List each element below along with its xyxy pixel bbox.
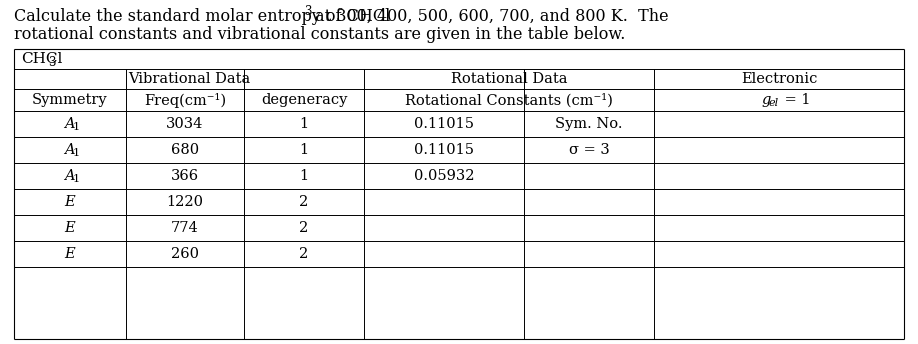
Text: Calculate the standard molar entropy of CHCl: Calculate the standard molar entropy of … [14, 8, 390, 25]
Text: Sym. No.: Sym. No. [555, 117, 622, 131]
Text: E: E [64, 221, 75, 235]
Text: 260: 260 [171, 247, 199, 261]
Text: 1220: 1220 [166, 195, 204, 209]
Text: 0.05932: 0.05932 [414, 169, 475, 183]
Text: A: A [64, 143, 74, 157]
Text: 1: 1 [299, 143, 308, 157]
Text: 1: 1 [73, 122, 80, 132]
Text: 680: 680 [171, 143, 199, 157]
Text: = 1: = 1 [780, 93, 811, 107]
Text: g: g [761, 93, 770, 107]
Text: 366: 366 [171, 169, 199, 183]
Text: 2: 2 [299, 195, 308, 209]
Text: Symmetry: Symmetry [32, 93, 107, 107]
Text: Freq(cm⁻¹): Freq(cm⁻¹) [144, 93, 226, 107]
Text: 1: 1 [299, 117, 308, 131]
Text: 1: 1 [73, 174, 80, 184]
Text: Rotational Constants (cm⁻¹): Rotational Constants (cm⁻¹) [405, 93, 613, 107]
Text: 2: 2 [299, 247, 308, 261]
Text: el: el [769, 98, 779, 108]
Text: E: E [64, 247, 75, 261]
Text: σ = 3: σ = 3 [568, 143, 610, 157]
Text: degeneracy: degeneracy [261, 93, 347, 107]
Text: E: E [64, 195, 75, 209]
Text: Vibrational Data: Vibrational Data [128, 72, 250, 86]
Text: 2: 2 [299, 221, 308, 235]
Text: 1: 1 [73, 149, 80, 159]
Text: 3034: 3034 [166, 117, 204, 131]
Text: CHCl: CHCl [21, 52, 62, 66]
Text: 3: 3 [304, 5, 311, 18]
Text: A: A [64, 117, 74, 131]
Text: at 300, 400, 500, 600, 700, and 800 K.  The: at 300, 400, 500, 600, 700, and 800 K. T… [309, 8, 668, 25]
Text: A: A [64, 169, 74, 183]
Text: 1: 1 [299, 169, 308, 183]
Text: 774: 774 [171, 221, 199, 235]
Text: 3: 3 [48, 55, 55, 68]
Text: Rotational Data: Rotational Data [451, 72, 567, 86]
Text: 0.11015: 0.11015 [414, 143, 474, 157]
Text: Electronic: Electronic [741, 72, 817, 86]
Text: 0.11015: 0.11015 [414, 117, 474, 131]
Text: rotational constants and vibrational constants are given in the table below.: rotational constants and vibrational con… [14, 26, 625, 43]
